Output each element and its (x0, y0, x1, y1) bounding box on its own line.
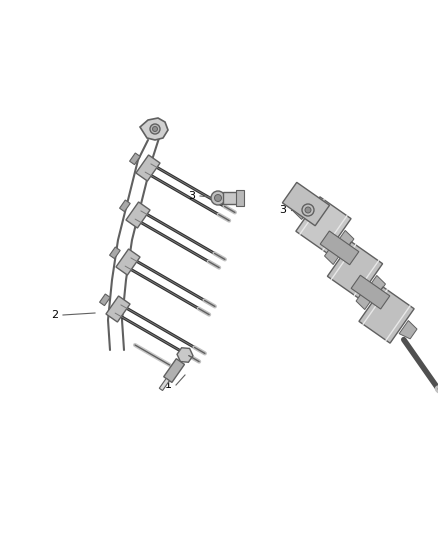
Polygon shape (136, 155, 160, 181)
Polygon shape (320, 231, 359, 265)
Text: 1: 1 (165, 380, 172, 390)
Circle shape (215, 195, 222, 201)
Circle shape (152, 126, 158, 132)
Polygon shape (120, 200, 130, 212)
Polygon shape (236, 190, 244, 206)
Text: 3: 3 (188, 191, 195, 201)
Polygon shape (177, 348, 193, 362)
Polygon shape (283, 182, 329, 226)
Polygon shape (293, 201, 311, 220)
Polygon shape (99, 294, 110, 305)
Polygon shape (367, 276, 385, 294)
Polygon shape (164, 359, 184, 383)
Polygon shape (110, 247, 120, 259)
Polygon shape (351, 275, 390, 309)
Polygon shape (336, 230, 354, 249)
Polygon shape (126, 202, 150, 228)
Polygon shape (159, 378, 170, 391)
Polygon shape (359, 287, 414, 343)
Polygon shape (327, 242, 383, 298)
Circle shape (302, 204, 314, 216)
Circle shape (211, 191, 225, 205)
Text: 3: 3 (279, 205, 286, 215)
Circle shape (305, 207, 311, 213)
Polygon shape (325, 246, 343, 264)
Polygon shape (356, 291, 374, 310)
Polygon shape (116, 249, 140, 275)
Polygon shape (106, 296, 130, 322)
Circle shape (150, 124, 160, 134)
Polygon shape (130, 153, 140, 165)
Text: 2: 2 (51, 310, 59, 320)
Polygon shape (296, 197, 351, 253)
Polygon shape (140, 118, 168, 140)
Polygon shape (399, 320, 417, 339)
Polygon shape (223, 192, 240, 204)
